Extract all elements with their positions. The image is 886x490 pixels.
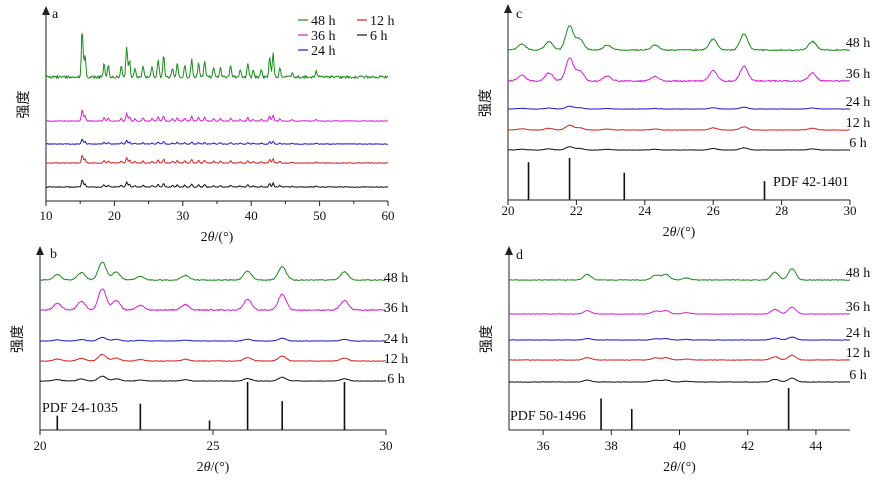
x-axis-label: 2θ/(°) <box>663 225 696 240</box>
x-tick-label: 20 <box>34 438 47 453</box>
series-line-24h <box>507 105 851 110</box>
x-tick-label: 50 <box>313 208 326 223</box>
x-tick-label: 28 <box>775 203 788 218</box>
x-tick-label: 20 <box>502 203 515 218</box>
series-label: 6 h <box>849 368 867 383</box>
series-line-48h <box>39 261 387 281</box>
series-line-12h <box>508 354 851 361</box>
x-tick-label: 30 <box>176 208 189 223</box>
series-label: 6 h <box>387 372 405 387</box>
panel-label: c <box>516 7 522 22</box>
series-line-12h <box>40 354 387 362</box>
series-line-48h <box>509 268 850 281</box>
series-line-12h <box>45 155 389 165</box>
series-line-6h <box>39 375 387 382</box>
x-tick-label: 44 <box>809 438 823 453</box>
panel-c: 20 22 24 26 28 30 2θ/(°) 强度 c 6 h 12 h 24 h 36 h 48 h… <box>478 4 870 240</box>
series-label: 36 h <box>384 301 409 316</box>
x-tick-label: 30 <box>380 438 393 453</box>
y-axis-label: 强度 <box>16 91 32 119</box>
series-line-36h <box>508 306 851 315</box>
series-label: 48 h <box>384 271 409 286</box>
series-line-36h <box>39 288 387 312</box>
x-tick-label: 40 <box>673 438 686 453</box>
y-axis-arrow <box>42 6 50 15</box>
x-tick-label: 10 <box>40 208 53 223</box>
series-line-48h <box>507 24 851 52</box>
series-line-36h <box>45 109 389 122</box>
series-line-6h <box>46 179 388 188</box>
x-tick-label: 26 <box>707 203 721 218</box>
series-line-6h <box>507 146 851 151</box>
series-label: 36 h <box>846 300 871 315</box>
x-axis-label: 2θ/(°) <box>201 230 234 245</box>
y-axis-arrow <box>36 246 44 255</box>
series-label: 24 h <box>384 332 409 347</box>
legend-label: 12 h <box>370 14 395 29</box>
x-axis-label: 2θ/(°) <box>663 460 696 475</box>
series-label: 24 h <box>846 95 871 110</box>
series-line-24h <box>45 138 388 145</box>
x-tick-label: 60 <box>382 208 395 223</box>
x-tick-label: 36 <box>537 438 551 453</box>
x-axis-label: 2θ/(°) <box>197 460 230 475</box>
series-label: 48 h <box>846 266 871 281</box>
x-tick-label: 30 <box>844 203 857 218</box>
y-axis-label: 强度 <box>10 325 26 353</box>
y-axis-label: 强度 <box>478 89 494 117</box>
panel-label: a <box>52 7 59 22</box>
series-line-48h <box>45 32 389 80</box>
y-axis-arrow <box>505 246 513 255</box>
series-label: 6 h <box>849 136 867 151</box>
series-label: 12 h <box>846 346 871 361</box>
legend-label: 36 h <box>311 29 336 44</box>
series-label: 36 h <box>846 67 871 82</box>
series-line-12h <box>507 124 851 131</box>
x-tick-label: 20 <box>108 208 121 223</box>
panel-label: b <box>50 247 57 262</box>
series-label: 24 h <box>846 326 871 341</box>
x-tick-label: 42 <box>741 438 754 453</box>
panel-label: d <box>516 248 523 263</box>
legend-label: 24 h <box>311 44 336 59</box>
series-label: 12 h <box>384 352 409 367</box>
panel-a: 10 20 30 40 50 60 2θ/(°) 强度 a 48 h36 h24 h 12 h6 h <box>16 6 395 245</box>
reference-label: PDF 50-1496 <box>510 409 586 424</box>
legend-label: 6 h <box>370 29 388 44</box>
series-line-24h <box>39 336 387 342</box>
panel-b: 20 25 30 2θ/(°) 强度 b 6 h 12 h 24 h 36 h 48 h PDF 24… <box>10 246 408 475</box>
series-label: 48 h <box>846 36 871 51</box>
panel-d: 36 38 40 42 44 2θ/(°) 强度 d 6 h 12 h 24 h 36 h 48 h PD… <box>479 246 870 475</box>
reference-label: PDF 24-1035 <box>42 401 118 416</box>
y-axis-label: 强度 <box>479 325 495 353</box>
x-tick-label: 38 <box>605 438 618 453</box>
y-axis-arrow <box>504 4 512 13</box>
x-tick-label: 25 <box>207 438 220 453</box>
series-label: 12 h <box>846 116 871 131</box>
legend-label: 48 h <box>311 14 336 29</box>
series-line-6h <box>508 377 850 383</box>
reference-label: PDF 42-1401 <box>773 175 849 190</box>
x-tick-label: 40 <box>245 208 258 223</box>
series-line-24h <box>508 336 851 341</box>
x-tick-label: 24 <box>638 203 652 218</box>
series-line-36h <box>507 57 851 83</box>
x-tick-label: 22 <box>570 203 583 218</box>
